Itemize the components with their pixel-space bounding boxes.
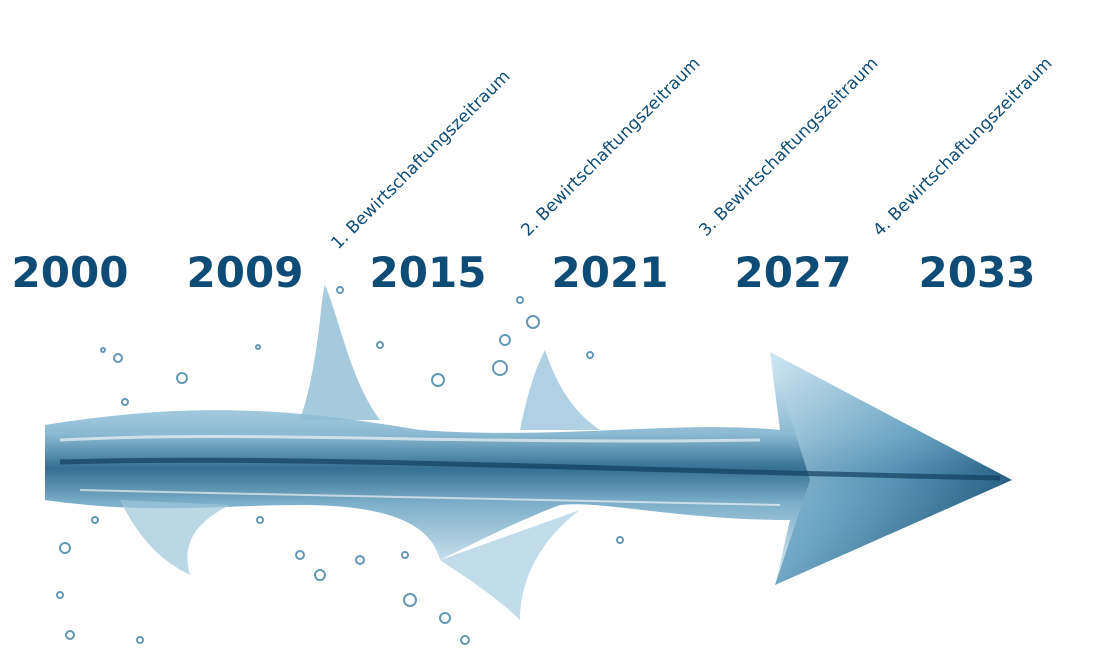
year: 2009 [187, 248, 304, 297]
water-arrow [45, 285, 1012, 645]
year: 2027 [735, 248, 852, 297]
period-label: 1. Bewirtschaftungszeitraum [327, 67, 514, 254]
year: 2000 [12, 248, 129, 297]
period-label: 4. Bewirtschaftungszeitraum [869, 54, 1056, 241]
period-label: 3. Bewirtschaftungszeitraum [695, 54, 882, 241]
period-label: 2. Bewirtschaftungszeitraum [517, 54, 704, 241]
year-labels: 2000 2009 2015 2021 2027 2033 [12, 248, 1036, 297]
year: 2033 [919, 248, 1036, 297]
year: 2015 [370, 248, 487, 297]
year: 2021 [552, 248, 669, 297]
period-labels: 1. Bewirtschaftungszeitraum 2. Bewirtscha… [327, 54, 1056, 254]
